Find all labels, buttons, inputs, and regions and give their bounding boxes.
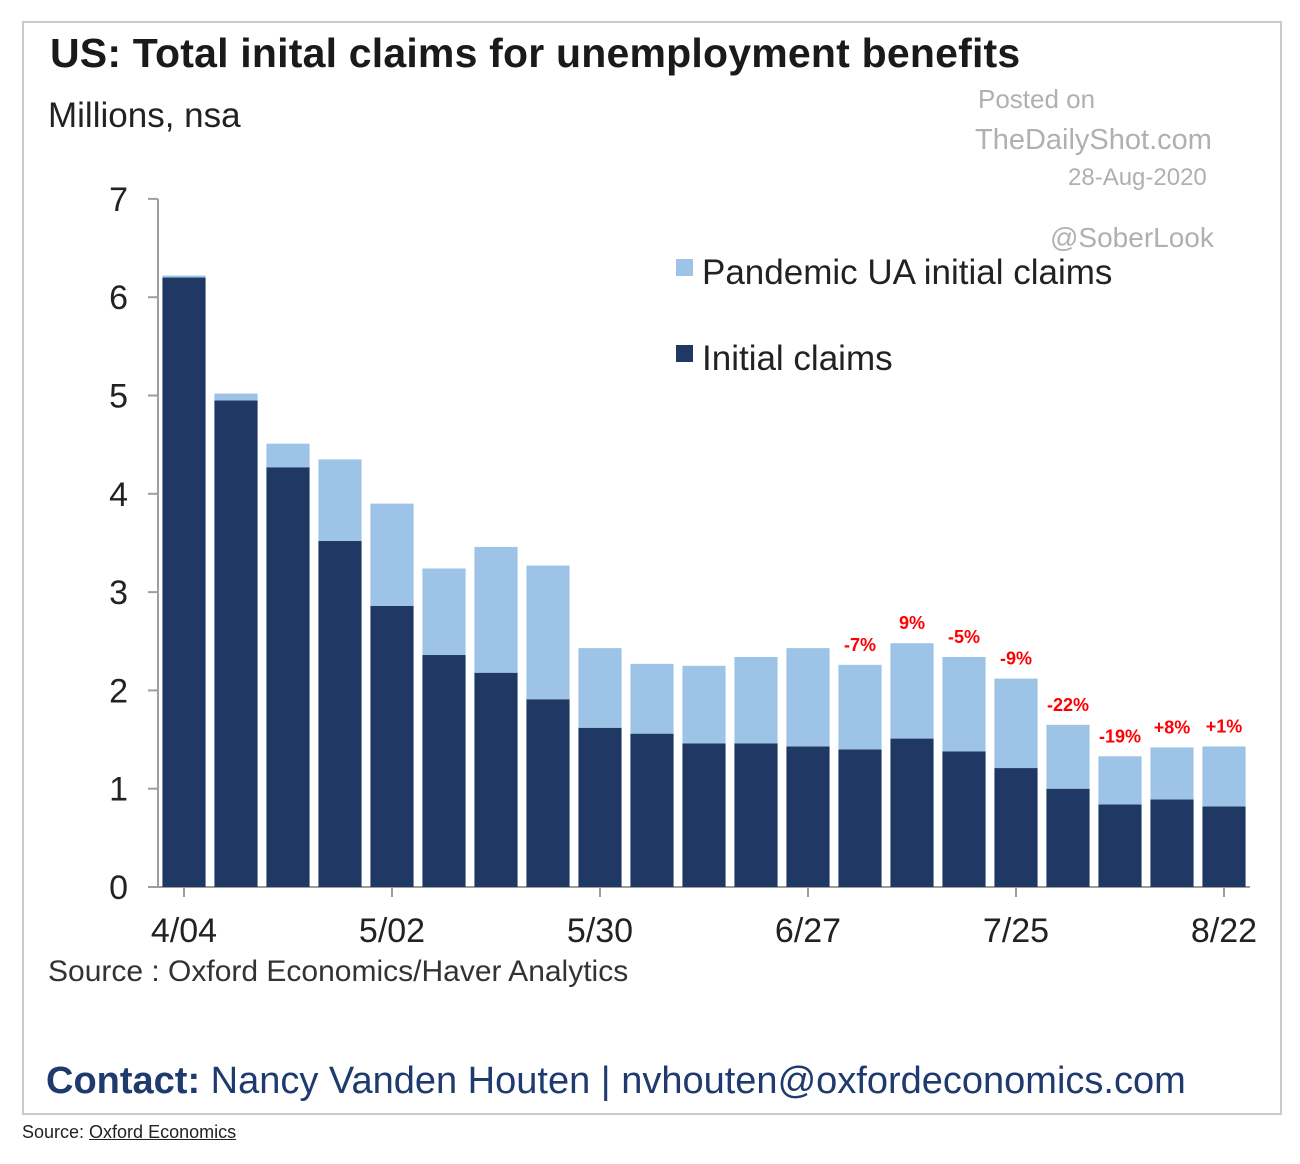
watermark-site: TheDailyShot.com [975,124,1212,156]
legend-swatch-pandemic [676,259,693,276]
bar-initial-claims [370,605,414,887]
bar-initial-claims [994,768,1038,887]
x-tick-label: 4/04 [151,912,217,950]
x-tick-label: 6/27 [775,912,841,950]
y-tick-label: 3 [109,574,128,612]
bar-initial-claims [890,738,934,887]
contact-line: Contact: Nancy Vanden Houten | nvhouten@… [46,1060,1186,1103]
bar-initial-claims [1098,804,1142,887]
bar-pandemic-ua-claims [734,656,778,744]
bar-initial-claims [214,400,258,887]
bar-pandemic-ua-claims [266,443,310,468]
bar-pandemic-ua-claims [994,678,1038,769]
bar-annotation: +1% [1206,716,1243,736]
bar-pandemic-ua-claims [578,648,622,728]
bar-initial-claims [526,699,570,887]
bar-pandemic-ua-claims [1202,746,1246,807]
bar-pandemic-ua-claims [1098,756,1142,805]
legend-label-initial: Initial claims [702,339,893,378]
bar-initial-claims [682,743,726,887]
chart-title: US: Total inital claims for unemployment… [50,30,1021,76]
bar-initial-claims [734,743,778,887]
contact-text: Nancy Vanden Houten | nvhouten@oxfordeco… [200,1060,1186,1102]
legend-swatch-initial [676,345,693,362]
bar-initial-claims [422,655,466,887]
credit-prefix: Source: [22,1122,90,1142]
bar-pandemic-ua-claims [890,643,934,739]
bar-annotation: +8% [1154,717,1191,737]
bar-pandemic-ua-claims [526,565,570,700]
bar-annotation: 9% [899,613,925,633]
image-credit: Source: Oxford Economics [22,1122,236,1143]
bar-pandemic-ua-claims [474,546,518,673]
y-tick-label: 0 [109,869,128,907]
watermark-handle: @SoberLook [1050,222,1214,253]
y-tick-label: 5 [109,378,128,416]
bar-annotation: -9% [1000,649,1032,669]
bar-initial-claims [578,727,622,887]
bar-initial-claims [838,749,882,887]
bar-pandemic-ua-claims [786,648,830,747]
chart-subtitle: Millions, nsa [48,96,241,135]
x-tick-label: 5/30 [567,912,633,950]
contact-label: Contact: [46,1060,201,1102]
legend-label-pandemic: Pandemic UA initial claims [702,253,1112,292]
bar-initial-claims [786,746,830,887]
bar-pandemic-ua-claims [1150,747,1194,800]
y-tick-label: 6 [109,279,128,317]
bar-initial-claims [1202,806,1246,887]
bar-annotation: -22% [1047,695,1089,715]
stacked-bar-chart: 0 1 2 3 4 5 6 7 4/04 5/02 5/30 6/27 7/25 8/22 -7% 9% -5%… [109,181,1257,950]
credit-link[interactable]: Oxford Economics [89,1122,237,1142]
bar-pandemic-ua-claims [682,665,726,744]
bar-pandemic-ua-claims [838,664,882,750]
bar-pandemic-ua-claims [942,656,986,752]
y-tick-label: 2 [109,672,128,710]
bar-pandemic-ua-claims [162,275,206,278]
bar-initial-claims [942,751,986,887]
bar-pandemic-ua-claims [370,503,414,606]
bar-annotation: -7% [844,635,876,655]
x-tick-label: 8/22 [1191,912,1257,950]
bar-pandemic-ua-claims [630,663,674,734]
bar-pandemic-ua-claims [1046,724,1090,789]
bar-initial-claims [1150,799,1194,887]
bar-pandemic-ua-claims [318,459,362,541]
y-tick-label: 4 [109,476,128,514]
bar-initial-claims [474,672,518,887]
watermark-posted-on: Posted on [978,84,1096,114]
x-tick-label: 7/25 [983,912,1049,950]
y-tick-label: 1 [109,771,128,809]
bar-annotation: -5% [948,627,980,647]
watermark-date: 28-Aug-2020 [1068,164,1207,191]
bar-pandemic-ua-claims [214,393,258,401]
x-tick-label: 5/02 [359,912,425,950]
bar-pandemic-ua-claims [422,568,466,656]
bar-initial-claims [1046,788,1090,887]
bar-annotation: -19% [1099,726,1141,746]
chart-source: Source : Oxford Economics/Haver Analytic… [48,955,629,988]
bar-initial-claims [162,277,206,887]
bar-initial-claims [630,733,674,887]
y-tick-label: 7 [109,181,128,219]
bar-initial-claims [266,467,310,887]
bar-initial-claims [318,540,362,887]
